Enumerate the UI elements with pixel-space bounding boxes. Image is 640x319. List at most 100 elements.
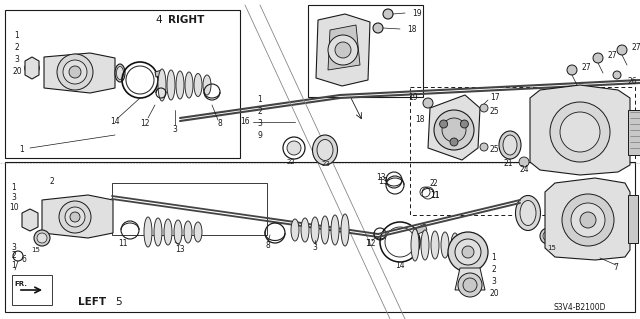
Text: 2: 2 (258, 108, 262, 116)
Ellipse shape (291, 219, 299, 241)
Text: 15: 15 (548, 245, 556, 251)
Circle shape (433, 110, 443, 120)
Circle shape (450, 138, 458, 146)
Ellipse shape (441, 232, 449, 258)
Circle shape (543, 231, 553, 241)
Ellipse shape (520, 201, 536, 226)
Text: 2: 2 (15, 42, 19, 51)
Circle shape (59, 201, 91, 233)
Text: 1: 1 (258, 95, 262, 105)
Text: 27: 27 (608, 51, 618, 61)
Circle shape (448, 232, 488, 272)
Polygon shape (44, 53, 115, 93)
Polygon shape (316, 14, 370, 86)
Text: 25: 25 (490, 145, 500, 154)
Ellipse shape (115, 64, 125, 82)
Circle shape (480, 143, 488, 151)
Ellipse shape (164, 219, 172, 245)
Bar (5, 162, 635, 312)
Text: 13: 13 (376, 173, 386, 182)
Circle shape (480, 104, 488, 112)
Text: LEFT: LEFT (78, 297, 106, 307)
Circle shape (434, 110, 474, 150)
Text: 8: 8 (266, 241, 270, 250)
Bar (12, 275, 52, 305)
Polygon shape (530, 85, 630, 175)
Text: RIGHT: RIGHT (168, 15, 204, 25)
Text: 11: 11 (430, 191, 440, 201)
Text: 18: 18 (415, 115, 425, 124)
Circle shape (373, 23, 383, 33)
Text: 2: 2 (433, 179, 437, 188)
Text: 19: 19 (412, 9, 422, 18)
Circle shape (25, 61, 39, 75)
Text: 3: 3 (12, 194, 17, 203)
Circle shape (65, 207, 85, 227)
Ellipse shape (311, 217, 319, 243)
Ellipse shape (411, 229, 419, 261)
Text: 1: 1 (12, 261, 17, 270)
Polygon shape (428, 95, 480, 160)
Bar (410, 87, 635, 215)
Ellipse shape (312, 135, 337, 165)
Ellipse shape (421, 230, 429, 260)
Polygon shape (416, 224, 427, 234)
Text: 2: 2 (12, 251, 17, 261)
Circle shape (23, 213, 37, 227)
Ellipse shape (515, 196, 541, 231)
Text: 9: 9 (257, 131, 262, 140)
Ellipse shape (154, 218, 162, 246)
Text: 13: 13 (175, 246, 185, 255)
Text: 27: 27 (582, 63, 591, 72)
Text: 2: 2 (430, 179, 435, 188)
Ellipse shape (203, 75, 211, 95)
Text: 20: 20 (12, 66, 22, 76)
Ellipse shape (184, 221, 192, 243)
Circle shape (69, 66, 81, 78)
Text: 7: 7 (614, 263, 618, 272)
Text: 1: 1 (492, 254, 497, 263)
Circle shape (580, 212, 596, 228)
Text: 5: 5 (115, 297, 122, 307)
Text: 22: 22 (287, 159, 296, 165)
Circle shape (57, 54, 93, 90)
Text: S3V4-B2100D: S3V4-B2100D (554, 302, 606, 311)
Ellipse shape (317, 139, 333, 160)
Circle shape (442, 118, 466, 142)
Text: 11: 11 (118, 240, 128, 249)
Circle shape (460, 120, 468, 128)
Text: 10: 10 (9, 204, 19, 212)
Text: 13: 13 (378, 176, 388, 186)
Polygon shape (22, 209, 38, 231)
Text: 3: 3 (12, 242, 17, 251)
Text: 1: 1 (365, 240, 371, 249)
Ellipse shape (331, 215, 339, 245)
Circle shape (617, 45, 627, 55)
Polygon shape (628, 195, 638, 243)
Circle shape (571, 203, 605, 237)
Circle shape (335, 42, 351, 58)
Circle shape (540, 228, 556, 244)
Circle shape (462, 246, 474, 258)
Polygon shape (455, 268, 485, 290)
Text: FR.: FR. (14, 281, 27, 287)
Text: 1: 1 (15, 31, 19, 40)
Circle shape (567, 65, 577, 75)
Ellipse shape (431, 231, 439, 259)
Bar (112, 183, 267, 235)
Ellipse shape (194, 222, 202, 242)
Text: 14: 14 (110, 117, 120, 127)
Ellipse shape (158, 69, 166, 101)
Bar (5, 10, 240, 158)
Circle shape (458, 273, 482, 297)
Text: 1: 1 (12, 183, 17, 192)
Text: 8: 8 (218, 120, 222, 129)
Text: 4: 4 (155, 15, 162, 25)
Text: 25: 25 (490, 107, 500, 115)
Circle shape (63, 60, 87, 84)
Ellipse shape (321, 216, 329, 244)
Text: 17: 17 (490, 93, 500, 101)
Text: 27: 27 (632, 43, 640, 53)
Text: 18: 18 (407, 25, 417, 33)
Text: 23: 23 (321, 161, 330, 167)
